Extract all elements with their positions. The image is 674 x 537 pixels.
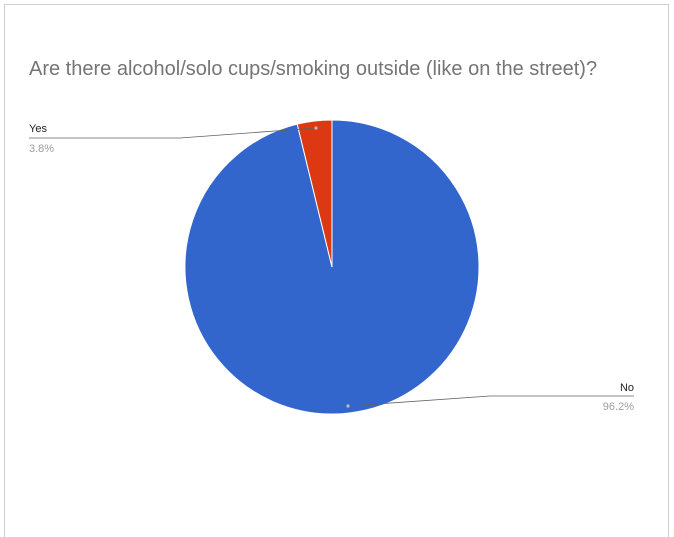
slice-label-no: No [620,382,634,394]
leader-dot-yes [314,126,318,130]
slice-percent-no: 96.2% [603,401,634,413]
leader-line-yes [29,127,317,139]
slice-percent-yes: 3.8% [29,143,54,155]
chart-title: Are there alcohol/solo cups/smoking outs… [29,58,598,80]
pie-slice-yes[interactable] [296,119,333,268]
slice-label-yes: Yes [29,123,47,135]
leader-dot-no [346,404,350,408]
leader-line-no [347,395,634,407]
